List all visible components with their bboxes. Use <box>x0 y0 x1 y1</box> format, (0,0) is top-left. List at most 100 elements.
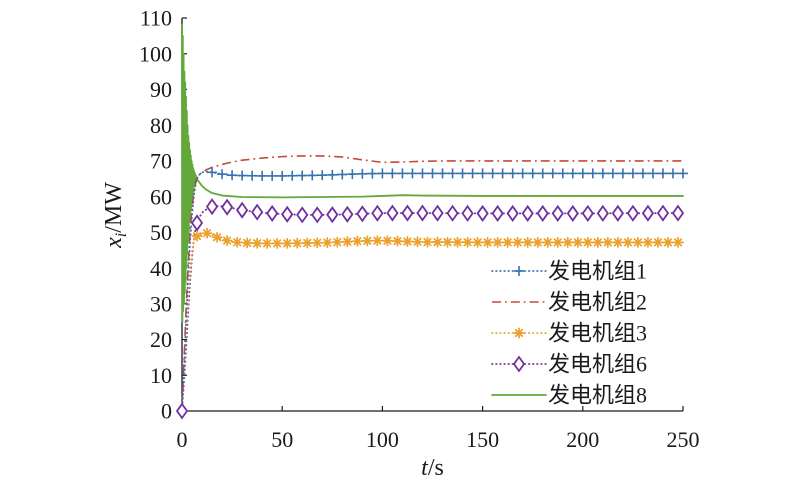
series-4-marker <box>296 206 309 224</box>
series-3-marker <box>361 235 373 247</box>
series-1-marker <box>337 169 348 180</box>
series-3-marker <box>281 237 293 249</box>
series-4-marker <box>266 204 279 222</box>
series-1-marker <box>387 168 398 179</box>
series-3-marker <box>291 237 303 249</box>
legend-swatch <box>491 266 547 276</box>
series-1-marker <box>267 170 278 181</box>
series-3-marker <box>612 236 624 248</box>
legend-label: 发电机组3 <box>548 321 647 346</box>
series-1-marker <box>357 168 368 179</box>
series-4-marker <box>371 204 384 222</box>
legend-label: 发电机组8 <box>548 383 647 408</box>
legend-swatch <box>491 355 547 373</box>
series-4-marker <box>190 214 204 232</box>
series-1-marker <box>307 170 318 181</box>
series-1-marker <box>207 167 218 178</box>
series-4-marker <box>476 204 489 222</box>
series-3-marker <box>402 236 413 247</box>
series-3-marker <box>201 227 213 239</box>
series-3-marker <box>482 236 494 248</box>
series-3-marker <box>582 236 594 248</box>
series-4-marker <box>356 205 369 223</box>
series-3-marker <box>572 236 584 248</box>
y-tick-label: 0 <box>161 399 172 424</box>
series-4-marker <box>220 198 234 216</box>
series-1-marker <box>487 168 498 179</box>
series-4-marker <box>491 204 504 222</box>
series-4-marker <box>626 204 640 222</box>
legend-entry: 发电机组8 <box>491 383 647 408</box>
series-1-marker <box>437 168 448 179</box>
series-4-marker <box>251 203 264 221</box>
legend-entry: 发电机组1 <box>491 259 647 284</box>
y-tick-label: 80 <box>150 113 172 138</box>
series-1-marker <box>527 168 538 179</box>
x-tick-label: 100 <box>366 427 399 452</box>
series-3-marker <box>622 236 634 248</box>
x-tick-label: 0 <box>177 427 188 452</box>
series-4-marker <box>656 204 670 222</box>
y-tick-label: 30 <box>150 292 172 317</box>
series-3-marker <box>642 236 654 248</box>
y-tick-label: 70 <box>150 149 172 174</box>
series-3-marker <box>452 236 463 248</box>
series-3-marker <box>241 237 253 249</box>
series-4-marker <box>416 204 429 222</box>
series-3-marker <box>231 236 243 248</box>
series-3-marker <box>522 236 534 248</box>
series-1-marker <box>517 168 528 179</box>
series-4-marker <box>611 204 624 222</box>
legend-marker <box>512 355 526 373</box>
series-3-marker <box>311 237 323 249</box>
series-1-marker <box>667 168 678 179</box>
series-1-marker <box>537 168 548 179</box>
series-3-marker <box>211 231 223 243</box>
series-4-marker <box>236 201 249 219</box>
series-1-marker <box>607 168 618 179</box>
series-4-marker <box>566 204 579 222</box>
series-4-marker <box>671 204 685 222</box>
series-1-marker <box>367 168 378 179</box>
series-1-marker <box>377 168 388 179</box>
series-3-marker <box>532 236 544 248</box>
series-1-marker <box>407 168 418 179</box>
series-3-marker <box>492 236 504 248</box>
series-1-marker <box>257 170 268 181</box>
legend-marker <box>514 266 524 276</box>
series-3-marker <box>432 236 443 248</box>
series-1-marker <box>227 170 238 181</box>
series-1-marker <box>327 169 338 180</box>
series-1-marker <box>217 169 228 180</box>
series-1-marker <box>637 168 648 179</box>
series-3-marker <box>381 235 393 247</box>
series-1-marker <box>657 168 668 179</box>
series-1-marker <box>297 170 308 181</box>
series-3-marker <box>371 235 383 247</box>
series-1-marker <box>547 168 558 179</box>
series-3-marker <box>562 236 574 248</box>
series-1-marker <box>447 168 458 179</box>
series-5-line <box>181 24 684 323</box>
series-3-marker <box>592 236 604 248</box>
series-4-marker <box>311 206 324 224</box>
series-3-marker <box>331 236 343 248</box>
series-3-marker <box>602 236 614 248</box>
legend-label: 发电机组6 <box>548 352 647 377</box>
x-tick-label: 250 <box>667 427 700 452</box>
series-3-marker <box>221 235 233 247</box>
series-1-marker <box>467 168 478 179</box>
series-3-marker <box>341 236 353 248</box>
series-3-marker <box>672 236 684 248</box>
x-tick-label: 150 <box>466 427 499 452</box>
series-3-marker <box>251 237 263 249</box>
series-4-marker <box>581 204 594 222</box>
series-2-line <box>181 155 683 412</box>
series-3-marker <box>542 236 554 248</box>
series-4-marker <box>281 205 294 223</box>
x-axis-title: t/s <box>421 455 444 481</box>
series-1-marker <box>417 168 428 179</box>
series-1-marker <box>277 170 288 181</box>
series-3-marker <box>652 236 664 248</box>
